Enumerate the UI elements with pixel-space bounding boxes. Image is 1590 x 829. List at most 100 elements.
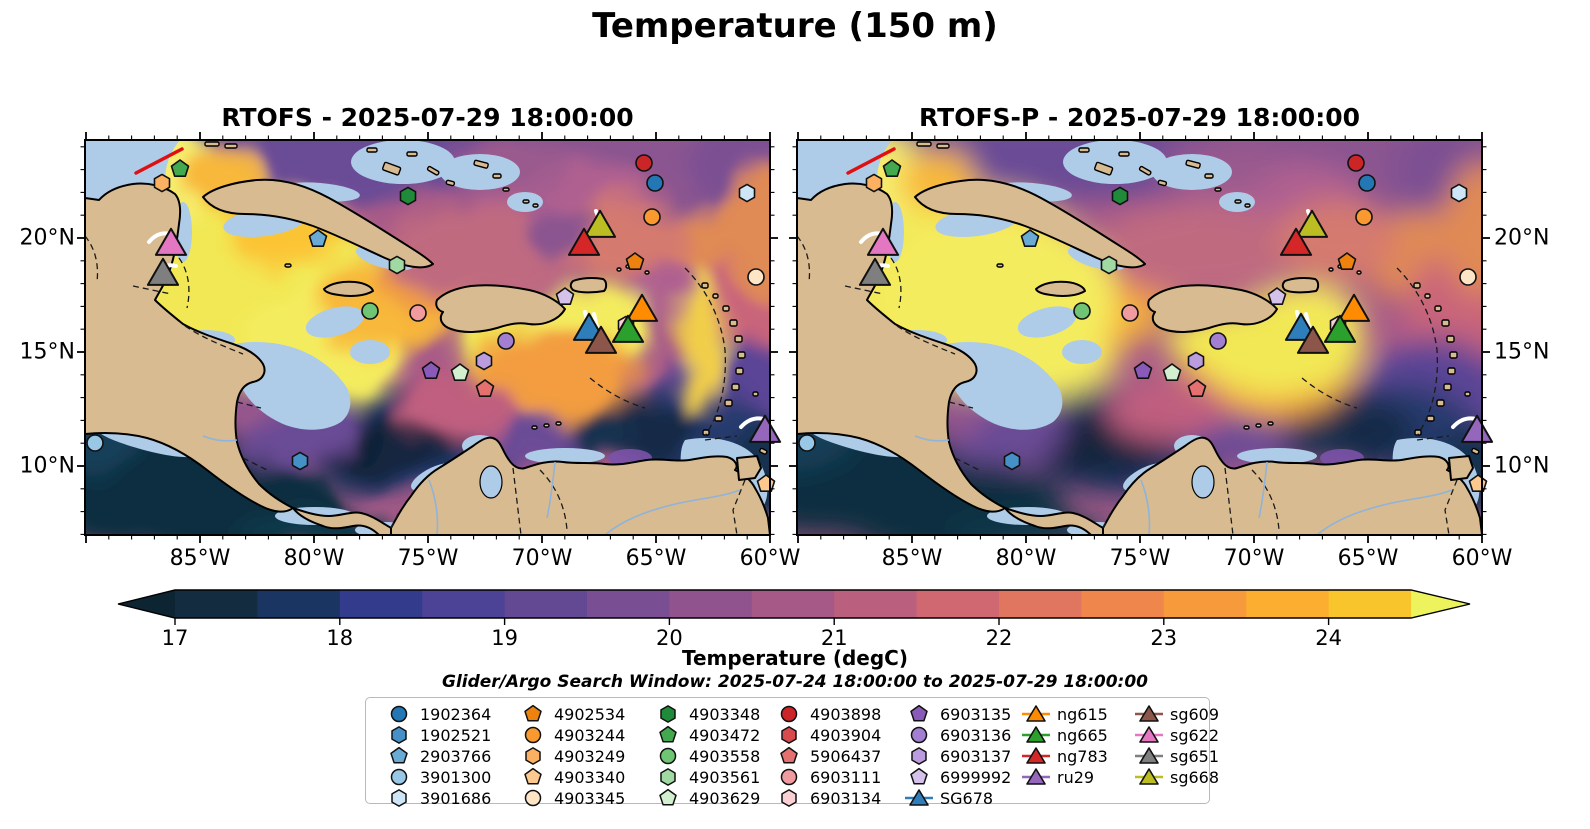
- glider-marker-sg622: [866, 227, 900, 256]
- glider-marker-ru29: [748, 414, 782, 443]
- float-marker-4903629: [1162, 363, 1182, 381]
- panel-title-rtofs_p: RTOFS-P - 2025-07-29 18:00:00: [919, 103, 1360, 132]
- glider-marker-sg609: [584, 325, 618, 354]
- float-marker-4903244: [643, 208, 661, 226]
- float-marker-4902534: [1337, 252, 1357, 270]
- legend-entry-SG678: SG678: [904, 788, 993, 808]
- legend-label: 4902534: [554, 704, 626, 724]
- glider-marker-ng665: [1323, 314, 1357, 343]
- colorbar-label: Temperature (degC): [682, 646, 908, 670]
- legend-label: 2903766: [420, 746, 492, 766]
- legend-label: ng665: [1057, 725, 1108, 745]
- legend-entry-4902534: 4902534: [518, 704, 625, 724]
- legend-label: 4903249: [554, 746, 626, 766]
- legend-entry-3901686: 3901686: [384, 788, 491, 808]
- lon-label: 70°W: [1223, 546, 1285, 571]
- float-marker-4902534: [625, 252, 645, 270]
- colorbar-tick-label: 20: [656, 626, 683, 650]
- legend-entry-4903629: 4903629: [653, 788, 760, 808]
- lat-label: 20°N: [1494, 225, 1550, 251]
- glider-marker-sg651: [146, 257, 180, 286]
- legend-label: 6999992: [940, 767, 1012, 787]
- legend-entry-6903137: 6903137: [904, 746, 1011, 766]
- lon-label: 70°W: [511, 546, 573, 571]
- float-marker-6903135: [421, 361, 441, 379]
- legend-label: ng615: [1057, 704, 1108, 724]
- legend-entry-sg651: sg651: [1134, 746, 1219, 766]
- float-marker-1902364: [1358, 174, 1376, 192]
- legend-entry-5906437: 5906437: [774, 746, 881, 766]
- legend-entry-6903135: 6903135: [904, 704, 1011, 724]
- lat-label: 10°N: [19, 453, 75, 479]
- legend-label: ng783: [1057, 746, 1108, 766]
- legend-label: 4903340: [554, 767, 626, 787]
- legend-label: SG678: [940, 788, 994, 808]
- legend-label: 6903137: [940, 746, 1012, 766]
- glider-marker-ru29: [1460, 414, 1494, 443]
- legend-label: sg651: [1170, 746, 1220, 766]
- legend-label: 5906437: [810, 746, 882, 766]
- legend-entry-6999992: 6999992: [904, 767, 1011, 787]
- ship-track-line: [846, 147, 896, 175]
- legend-label: 4903472: [689, 725, 761, 745]
- figure-title: Temperature (150 m): [592, 6, 998, 46]
- lon-label: 60°W: [739, 546, 801, 571]
- colorbar-tick-label: 21: [821, 626, 848, 650]
- legend-label: 4903244: [554, 725, 626, 745]
- lon-label: 65°W: [625, 546, 687, 571]
- lat-label: 10°N: [1494, 453, 1550, 479]
- lon-label: 75°W: [397, 546, 459, 571]
- legend-label: sg622: [1170, 725, 1220, 745]
- float-marker-4903345: [747, 268, 765, 286]
- legend-label: 6903111: [810, 767, 882, 787]
- legend-label: 6903134: [810, 788, 882, 808]
- legend-entry-1902521: 1902521: [384, 725, 491, 745]
- legend-entry-4903244: 4903244: [518, 725, 625, 745]
- map-rtofs: [77, 132, 782, 543]
- glider-marker-ng615: [625, 293, 659, 322]
- float-marker-4903345: [1459, 268, 1477, 286]
- legend-entry-ng783: ng783: [1021, 746, 1108, 766]
- float-marker-4903244: [1355, 208, 1373, 226]
- legend-label: ru29: [1057, 767, 1095, 787]
- lon-label: 60°W: [1451, 546, 1513, 571]
- legend-entry-sg668: sg668: [1134, 767, 1219, 787]
- lon-label: 85°W: [881, 546, 943, 571]
- float-marker-4903561: [1100, 255, 1118, 275]
- colorbar-tick-label: 17: [162, 626, 189, 650]
- legend-label: 1902364: [420, 704, 492, 724]
- float-marker-6903135: [1133, 361, 1153, 379]
- legend-label: 6903135: [940, 704, 1012, 724]
- lon-label: 85°W: [169, 546, 231, 571]
- lon-label: 65°W: [1337, 546, 1399, 571]
- legend-entry-4903249: 4903249: [518, 746, 625, 766]
- legend-label: 6903136: [940, 725, 1012, 745]
- panel-title-rtofs: RTOFS - 2025-07-29 18:00:00: [221, 103, 634, 132]
- colorbar-tick-label: 22: [986, 626, 1013, 650]
- legend-entry-6903111: 6903111: [774, 767, 881, 787]
- lon-label: 80°W: [283, 546, 345, 571]
- legend-entry-4903340: 4903340: [518, 767, 625, 787]
- legend-entry-ng615: ng615: [1021, 704, 1108, 724]
- float-marker-6903136: [497, 332, 515, 350]
- legend-entry-4903898: 4903898: [774, 704, 881, 724]
- map-rtofs_p: [789, 132, 1494, 543]
- float-marker-6903137: [475, 351, 493, 371]
- legend-label: 3901686: [420, 788, 492, 808]
- colorbar-tick-label: 24: [1315, 626, 1342, 650]
- float-marker-4903249: [153, 173, 171, 193]
- lat-label: 15°N: [19, 339, 75, 365]
- legend-label: 4903558: [689, 746, 761, 766]
- legend-entry-4903472: 4903472: [653, 725, 760, 745]
- float-marker-4903629: [450, 363, 470, 381]
- float-marker-6903136: [1209, 332, 1227, 350]
- glider-marker-ng615: [1337, 293, 1371, 322]
- float-marker-6903137: [1187, 351, 1205, 371]
- legend-entry-4903558: 4903558: [653, 746, 760, 766]
- map-svg-rtofs_p: [789, 132, 1494, 543]
- float-marker-4903561: [388, 255, 406, 275]
- map-svg-rtofs: [77, 132, 782, 543]
- float-marker-4903558: [361, 302, 379, 320]
- legend-entry-4903348: 4903348: [653, 704, 760, 724]
- legend-entry-4903904: 4903904: [774, 725, 881, 745]
